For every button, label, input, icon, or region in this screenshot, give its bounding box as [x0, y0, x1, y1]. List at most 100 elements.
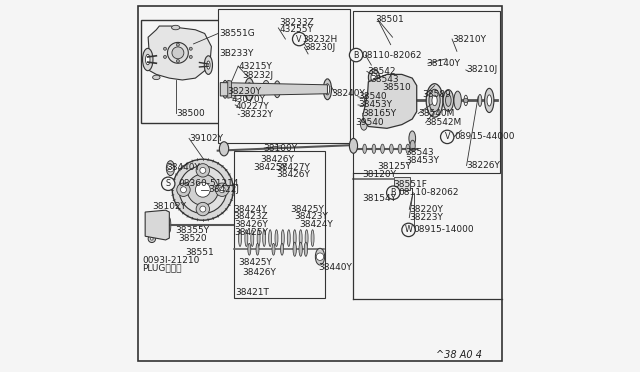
Text: 38154Y: 38154Y [362, 194, 396, 203]
Text: 38543: 38543 [405, 148, 433, 157]
Circle shape [196, 164, 209, 177]
Circle shape [387, 186, 400, 199]
Text: 08360-51214: 08360-51214 [179, 179, 239, 188]
Text: 38140Y: 38140Y [426, 59, 460, 68]
Ellipse shape [152, 75, 160, 80]
Circle shape [161, 177, 175, 190]
Ellipse shape [293, 242, 296, 256]
Circle shape [195, 182, 211, 197]
Text: 38425Y: 38425Y [253, 163, 287, 172]
Ellipse shape [255, 85, 259, 93]
Ellipse shape [262, 80, 269, 94]
Ellipse shape [245, 230, 248, 247]
Ellipse shape [365, 93, 372, 108]
Ellipse shape [168, 218, 171, 232]
Polygon shape [228, 80, 232, 98]
Ellipse shape [275, 230, 278, 247]
Ellipse shape [409, 131, 415, 146]
Circle shape [180, 187, 186, 193]
Ellipse shape [251, 230, 254, 247]
Circle shape [219, 187, 225, 193]
Ellipse shape [143, 48, 153, 71]
Circle shape [149, 222, 154, 228]
Circle shape [167, 164, 174, 172]
Text: 40227Y: 40227Y [235, 102, 269, 111]
Ellipse shape [305, 230, 308, 247]
Text: 38440Y: 38440Y [167, 163, 200, 172]
Polygon shape [220, 83, 328, 96]
Ellipse shape [369, 69, 380, 86]
Text: 38422J: 38422J [209, 185, 239, 194]
Ellipse shape [272, 243, 275, 255]
Text: 38427Y: 38427Y [276, 163, 310, 172]
Ellipse shape [243, 85, 245, 93]
Bar [234, 151, 325, 298]
Ellipse shape [222, 80, 228, 98]
Circle shape [402, 223, 415, 237]
Ellipse shape [372, 144, 376, 153]
Text: 38540M: 38540M [418, 109, 454, 118]
Ellipse shape [311, 85, 314, 93]
Text: 38542: 38542 [367, 67, 396, 76]
Circle shape [168, 42, 188, 63]
Circle shape [149, 230, 154, 235]
Ellipse shape [244, 78, 254, 100]
Text: 38426Y: 38426Y [234, 220, 268, 229]
Circle shape [440, 130, 454, 144]
Ellipse shape [429, 89, 440, 112]
Text: 38165Y: 38165Y [362, 109, 397, 118]
Text: 38223Y: 38223Y [410, 213, 443, 222]
Circle shape [172, 47, 184, 59]
Circle shape [164, 55, 166, 58]
Text: 38423Z: 38423Z [234, 212, 268, 221]
Text: 38232H: 38232H [302, 35, 337, 44]
Text: 08110-82062: 08110-82062 [398, 188, 459, 197]
Ellipse shape [367, 111, 373, 121]
Text: 38226Y: 38226Y [467, 161, 500, 170]
Text: 38100Y: 38100Y [264, 144, 298, 153]
Bar [218, 9, 349, 143]
Ellipse shape [443, 90, 454, 111]
Text: 08915-14000: 08915-14000 [413, 225, 474, 234]
Text: 38589: 38589 [422, 90, 451, 99]
Ellipse shape [239, 230, 241, 247]
Text: V: V [296, 35, 302, 44]
Ellipse shape [172, 25, 180, 30]
Text: 38425Y: 38425Y [234, 228, 268, 237]
Ellipse shape [381, 144, 385, 153]
Text: B: B [353, 51, 359, 60]
Text: 38102Y: 38102Y [152, 202, 187, 211]
Ellipse shape [445, 94, 451, 106]
Text: 38510: 38510 [383, 83, 412, 92]
Ellipse shape [280, 243, 284, 255]
Text: 38355Y: 38355Y [175, 226, 209, 235]
Ellipse shape [464, 95, 468, 106]
Ellipse shape [398, 144, 402, 153]
Ellipse shape [300, 85, 303, 93]
Text: 38424Y: 38424Y [300, 220, 333, 229]
Ellipse shape [257, 230, 260, 247]
Ellipse shape [299, 242, 302, 256]
Polygon shape [363, 74, 417, 128]
Circle shape [179, 166, 227, 214]
Ellipse shape [150, 238, 153, 240]
Ellipse shape [248, 243, 251, 255]
Ellipse shape [484, 89, 494, 112]
Circle shape [187, 174, 218, 205]
Ellipse shape [406, 144, 410, 153]
Text: 38540: 38540 [358, 92, 387, 101]
Circle shape [349, 48, 363, 62]
Text: 3B233Y: 3B233Y [219, 49, 253, 58]
Text: S: S [166, 179, 171, 188]
Text: 08110-82062: 08110-82062 [361, 51, 421, 60]
Circle shape [200, 167, 206, 173]
Circle shape [316, 253, 324, 260]
Text: 38423Y: 38423Y [294, 212, 328, 221]
Circle shape [148, 235, 156, 243]
Ellipse shape [363, 144, 367, 153]
Text: 38240Y: 38240Y [331, 89, 365, 97]
Text: 38426Y: 38426Y [260, 155, 294, 164]
Circle shape [177, 60, 179, 62]
Circle shape [463, 98, 468, 103]
Text: 43255Y: 43255Y [279, 25, 313, 34]
